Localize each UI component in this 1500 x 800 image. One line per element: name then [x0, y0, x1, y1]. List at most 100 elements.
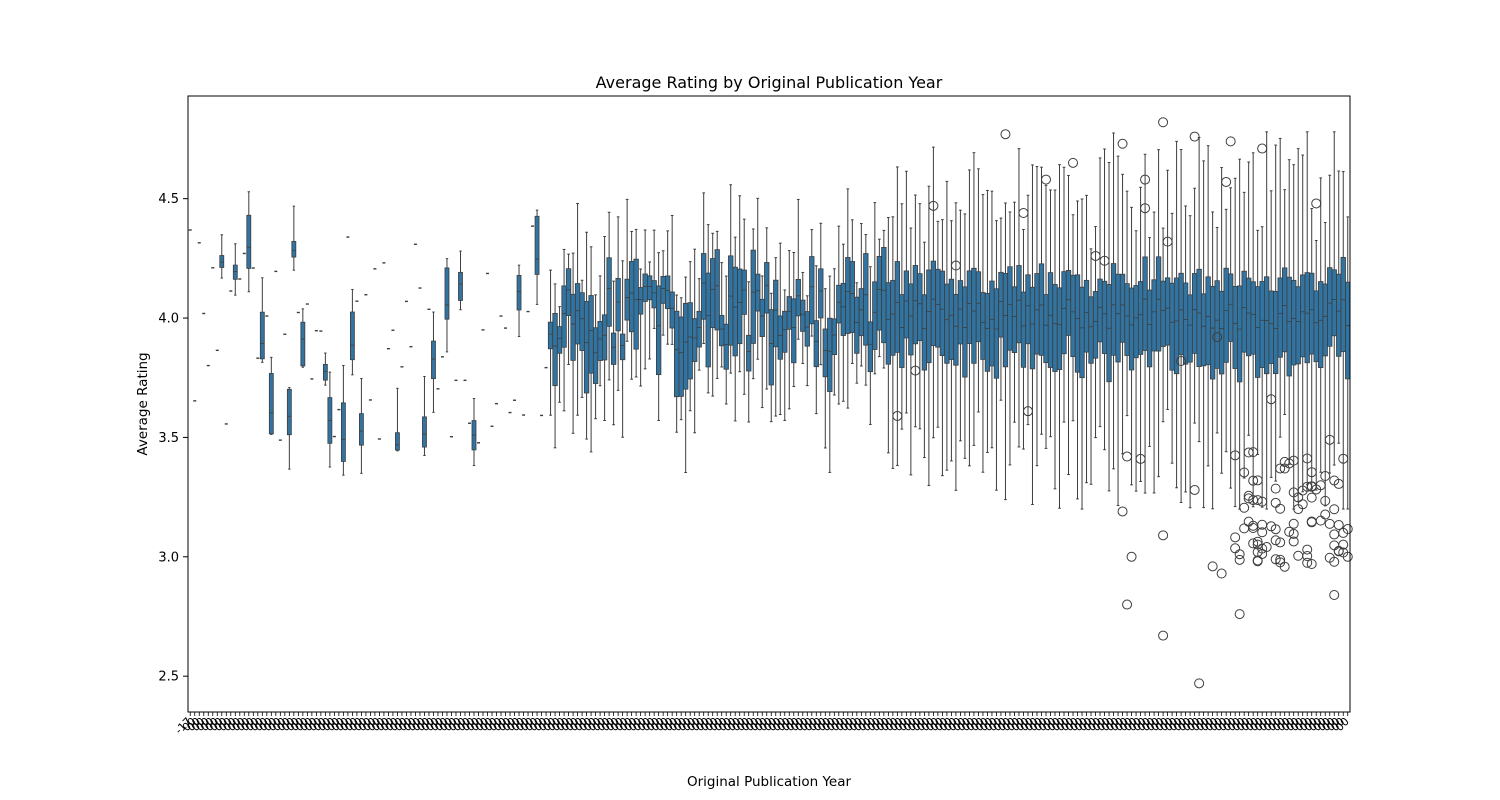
outlier-point — [1266, 394, 1277, 405]
iqr-box — [561, 285, 567, 348]
outlier-point — [892, 410, 903, 421]
iqr-box — [858, 288, 864, 337]
iqr-box — [975, 271, 982, 343]
iqr-box — [795, 278, 801, 317]
year-box — [723, 275, 729, 405]
year-box — [912, 194, 919, 428]
iqr-box — [1331, 269, 1337, 337]
iqr-box — [849, 261, 855, 333]
year-box — [1300, 154, 1306, 493]
iqr-box — [291, 240, 297, 258]
year-box — [1056, 164, 1063, 509]
year-box — [845, 188, 851, 409]
iqr-box — [750, 249, 756, 344]
year-box — [683, 276, 689, 473]
year-box — [552, 283, 558, 449]
year-box — [1079, 198, 1085, 510]
year-box — [1196, 137, 1202, 443]
iqr-box — [1309, 272, 1315, 355]
iqr-box — [1115, 273, 1121, 363]
year-box — [813, 265, 819, 415]
outlier-point — [1135, 453, 1146, 464]
iqr-box — [791, 298, 797, 364]
iqr-box — [917, 273, 923, 342]
year-box — [1088, 248, 1094, 485]
year-box — [286, 387, 292, 470]
year-box — [1038, 166, 1045, 435]
outlier-point — [1230, 532, 1241, 543]
year-box — [1002, 202, 1009, 501]
iqr-box — [1038, 263, 1045, 356]
year-box — [1264, 131, 1270, 510]
outlier-point — [1212, 332, 1223, 343]
iqr-box — [322, 363, 328, 381]
iqr-box — [732, 266, 738, 357]
outlier-point — [1306, 492, 1317, 503]
outlier-point — [1243, 516, 1254, 527]
outlier-point — [950, 260, 961, 271]
year-box — [1151, 211, 1157, 494]
year-box — [872, 202, 878, 375]
year-box — [1259, 226, 1265, 508]
outlier-point — [1189, 484, 1200, 495]
year-box — [764, 227, 770, 390]
year-box — [989, 190, 995, 449]
year-box — [1142, 153, 1148, 494]
outlier-point — [1018, 207, 1029, 218]
iqr-box — [1146, 289, 1153, 368]
iqr-box — [349, 311, 355, 361]
year-box — [719, 262, 725, 368]
year-box — [809, 229, 815, 337]
year-box — [692, 248, 698, 434]
outlier-point — [1315, 515, 1326, 526]
iqr-box — [1209, 285, 1216, 380]
outlier-point — [1275, 557, 1286, 568]
iqr-box — [1214, 280, 1220, 369]
iqr-box — [1074, 274, 1081, 373]
outlier-point — [1140, 203, 1151, 214]
year-box — [1322, 222, 1328, 507]
year-box — [1124, 190, 1130, 417]
outlier-point — [1022, 406, 1033, 417]
year-box — [588, 246, 594, 453]
year-box — [547, 269, 554, 416]
year-box — [755, 197, 761, 360]
year-box — [579, 279, 585, 398]
outlier-point — [1243, 493, 1254, 504]
iqr-box — [1232, 285, 1238, 369]
outlier-point — [1329, 529, 1340, 540]
year-box — [669, 214, 675, 345]
iqr-box — [777, 315, 783, 360]
iqr-box — [340, 402, 346, 462]
outlier-point — [1194, 678, 1205, 689]
year-box — [1115, 155, 1121, 507]
iqr-box — [1273, 291, 1279, 375]
year-box — [633, 228, 639, 378]
outlier-point — [1234, 549, 1245, 560]
year-box — [885, 217, 892, 454]
year-box — [971, 152, 977, 446]
year-box — [953, 202, 959, 491]
year-box — [606, 211, 612, 381]
outlier-point — [1257, 143, 1268, 154]
year-box — [665, 230, 671, 345]
iqr-box — [1169, 282, 1175, 371]
iqr-box — [1083, 279, 1090, 353]
year-box — [268, 356, 274, 435]
iqr-box — [723, 323, 729, 370]
iqr-box — [728, 255, 734, 346]
iqr-box — [1286, 276, 1292, 377]
outlier-point — [1284, 526, 1295, 537]
iqr-box — [570, 293, 576, 361]
year-box — [619, 260, 626, 438]
year-box — [219, 234, 225, 279]
year-box — [1286, 159, 1292, 465]
outlier-point — [1248, 538, 1259, 549]
year-box — [966, 169, 973, 467]
y-axis: 2.5 3.0 3.5 4.0 4.5 — [158, 192, 188, 685]
iqr-box — [637, 287, 644, 315]
iqr-box — [579, 292, 585, 351]
year-box — [993, 220, 1000, 491]
year-box — [349, 288, 355, 376]
iqr-box — [827, 317, 833, 392]
